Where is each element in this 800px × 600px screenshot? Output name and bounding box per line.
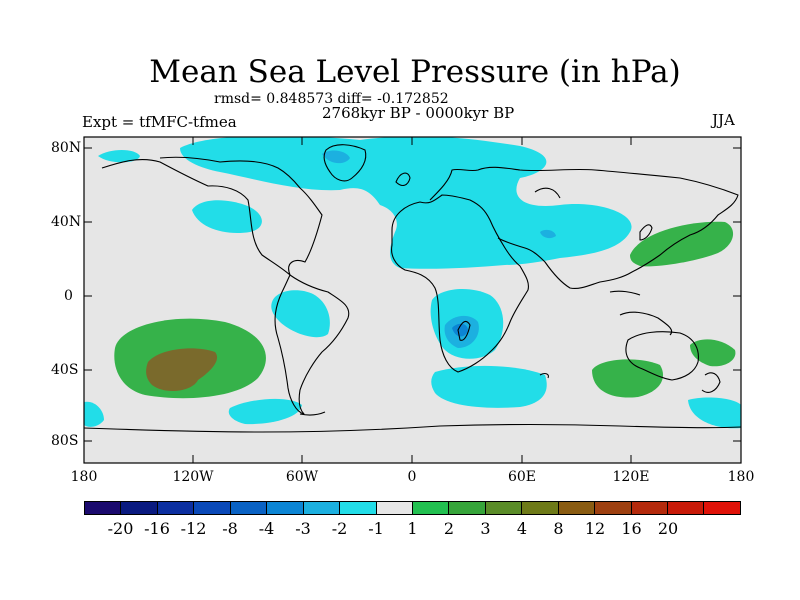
anomaly-core-east-asia bbox=[540, 229, 556, 239]
colorbar-swatch bbox=[522, 502, 559, 514]
colorbar-label: 3 bbox=[480, 519, 491, 538]
colorbar-label: -12 bbox=[180, 519, 207, 538]
anomaly-region-south-atlantic bbox=[228, 398, 302, 425]
experiment-label: Expt = tfMFC-tfmea bbox=[82, 113, 237, 131]
lat-label-80n: 80N bbox=[51, 140, 82, 156]
lon-label-60w: 60W bbox=[285, 469, 319, 485]
lon-label-180e: 180 bbox=[727, 469, 755, 485]
coastlines bbox=[84, 144, 741, 433]
colorbar-swatch bbox=[668, 502, 705, 514]
lon-label-60e: 60E bbox=[507, 469, 537, 485]
colorbar-swatch bbox=[485, 502, 523, 514]
colorbar-label: -2 bbox=[331, 519, 348, 538]
anomaly-core-arctic bbox=[322, 150, 350, 164]
season-label: JJA bbox=[712, 111, 735, 129]
colorbar-swatch bbox=[376, 502, 413, 514]
colorbar-swatch bbox=[558, 502, 596, 514]
colorbar-label: 1 bbox=[407, 519, 418, 538]
axis-ticks bbox=[83, 137, 742, 463]
colorbar-label: -20 bbox=[107, 519, 134, 538]
anomaly-region-pacific-nw bbox=[98, 150, 140, 163]
colorbar-swatch bbox=[194, 502, 231, 514]
colorbar-swatch bbox=[449, 502, 486, 514]
colorbar-swatch bbox=[157, 502, 195, 514]
colorbar-label: 4 bbox=[516, 519, 528, 538]
colorbar-swatch bbox=[230, 502, 268, 514]
colorbar-swatch bbox=[704, 502, 740, 514]
colorbar-label: -8 bbox=[222, 519, 238, 538]
colorbar-swatch bbox=[303, 502, 341, 514]
colorbar-swatch bbox=[595, 502, 632, 514]
lat-label-80s: 80S bbox=[51, 433, 79, 449]
lon-label-120e: 120E bbox=[612, 469, 650, 485]
colorbar-swatch bbox=[85, 502, 122, 514]
colorbar-swatch bbox=[267, 502, 304, 514]
anomaly-region-south-indian bbox=[592, 359, 664, 398]
lon-label-0: 0 bbox=[407, 469, 417, 485]
colorbar-label: 16 bbox=[621, 519, 642, 538]
colorbar-label: 20 bbox=[657, 519, 679, 538]
anomaly-region-northwest-pacific bbox=[630, 221, 734, 267]
colorbar-swatch bbox=[412, 502, 450, 514]
colorbar-label: -3 bbox=[295, 519, 311, 538]
anomaly-region-far-southeast bbox=[688, 397, 741, 429]
anomaly-core-south-pacific bbox=[146, 348, 218, 392]
colorbar-label: 12 bbox=[584, 519, 606, 538]
anomaly-region-southern-ocean bbox=[431, 365, 547, 408]
colorbar-swatch bbox=[631, 502, 668, 514]
colorbar-label: 8 bbox=[553, 519, 564, 538]
map-title: Mean Sea Level Pressure (in hPa) bbox=[149, 54, 681, 90]
colorbar-swatch bbox=[121, 502, 158, 514]
period-text: 2768kyr BP - 0000kyr BP bbox=[322, 104, 515, 122]
lat-label-40s: 40S bbox=[51, 362, 79, 378]
anomaly-region-north-pacific bbox=[192, 200, 262, 234]
lat-label-0: 0 bbox=[64, 288, 73, 304]
colorbar-label: -1 bbox=[368, 519, 384, 538]
anomaly-region-far-southwest bbox=[84, 401, 104, 427]
anomaly-region-tasman bbox=[690, 339, 736, 367]
lon-label-180w: 180 bbox=[70, 469, 98, 485]
anomaly-core-southern-africa-inner bbox=[452, 323, 468, 337]
lon-label-120w: 120W bbox=[172, 469, 214, 485]
colorbar-label: -16 bbox=[144, 519, 170, 538]
colorbar bbox=[84, 501, 741, 515]
lat-label-40n: 40N bbox=[51, 214, 82, 230]
rmsd-diff-text: rmsd= 0.848573 diff= -0.172852 bbox=[214, 91, 449, 107]
colorbar-label: 2 bbox=[443, 519, 455, 538]
colorbar-swatch bbox=[340, 502, 377, 514]
colorbar-label: -4 bbox=[258, 519, 275, 538]
anomaly-region-south-america-west bbox=[271, 290, 330, 338]
